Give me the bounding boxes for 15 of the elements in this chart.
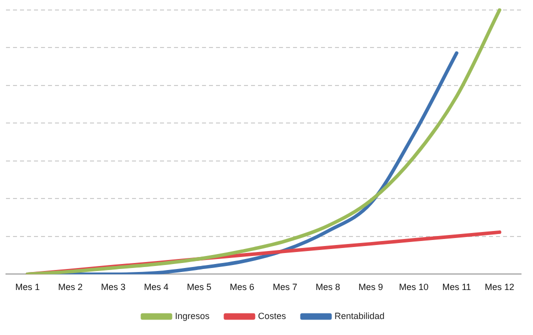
- x-tick-label: Mes 4: [144, 282, 168, 292]
- x-tick-label: Mes 6: [230, 282, 254, 292]
- x-tick-label: Mes 9: [358, 282, 384, 292]
- x-tick-label: Mes 1: [15, 282, 40, 292]
- x-tick-label: Mes 3: [101, 282, 126, 292]
- x-tick-label: Mes 2: [58, 282, 83, 292]
- x-tick-label: Mes 11: [442, 282, 472, 292]
- x-tick-label: Mes 8: [316, 282, 340, 292]
- x-tick-label: Mes 12: [484, 282, 514, 292]
- x-tick-label: Mes 7: [272, 282, 298, 292]
- legend-label: Rentabilidad: [334, 310, 385, 321]
- legend-label: Ingresos: [174, 310, 210, 321]
- legend-label: Costes: [258, 310, 286, 321]
- x-tick-label: Mes 10: [398, 282, 428, 292]
- x-tick-label: Mes 5: [186, 282, 212, 292]
